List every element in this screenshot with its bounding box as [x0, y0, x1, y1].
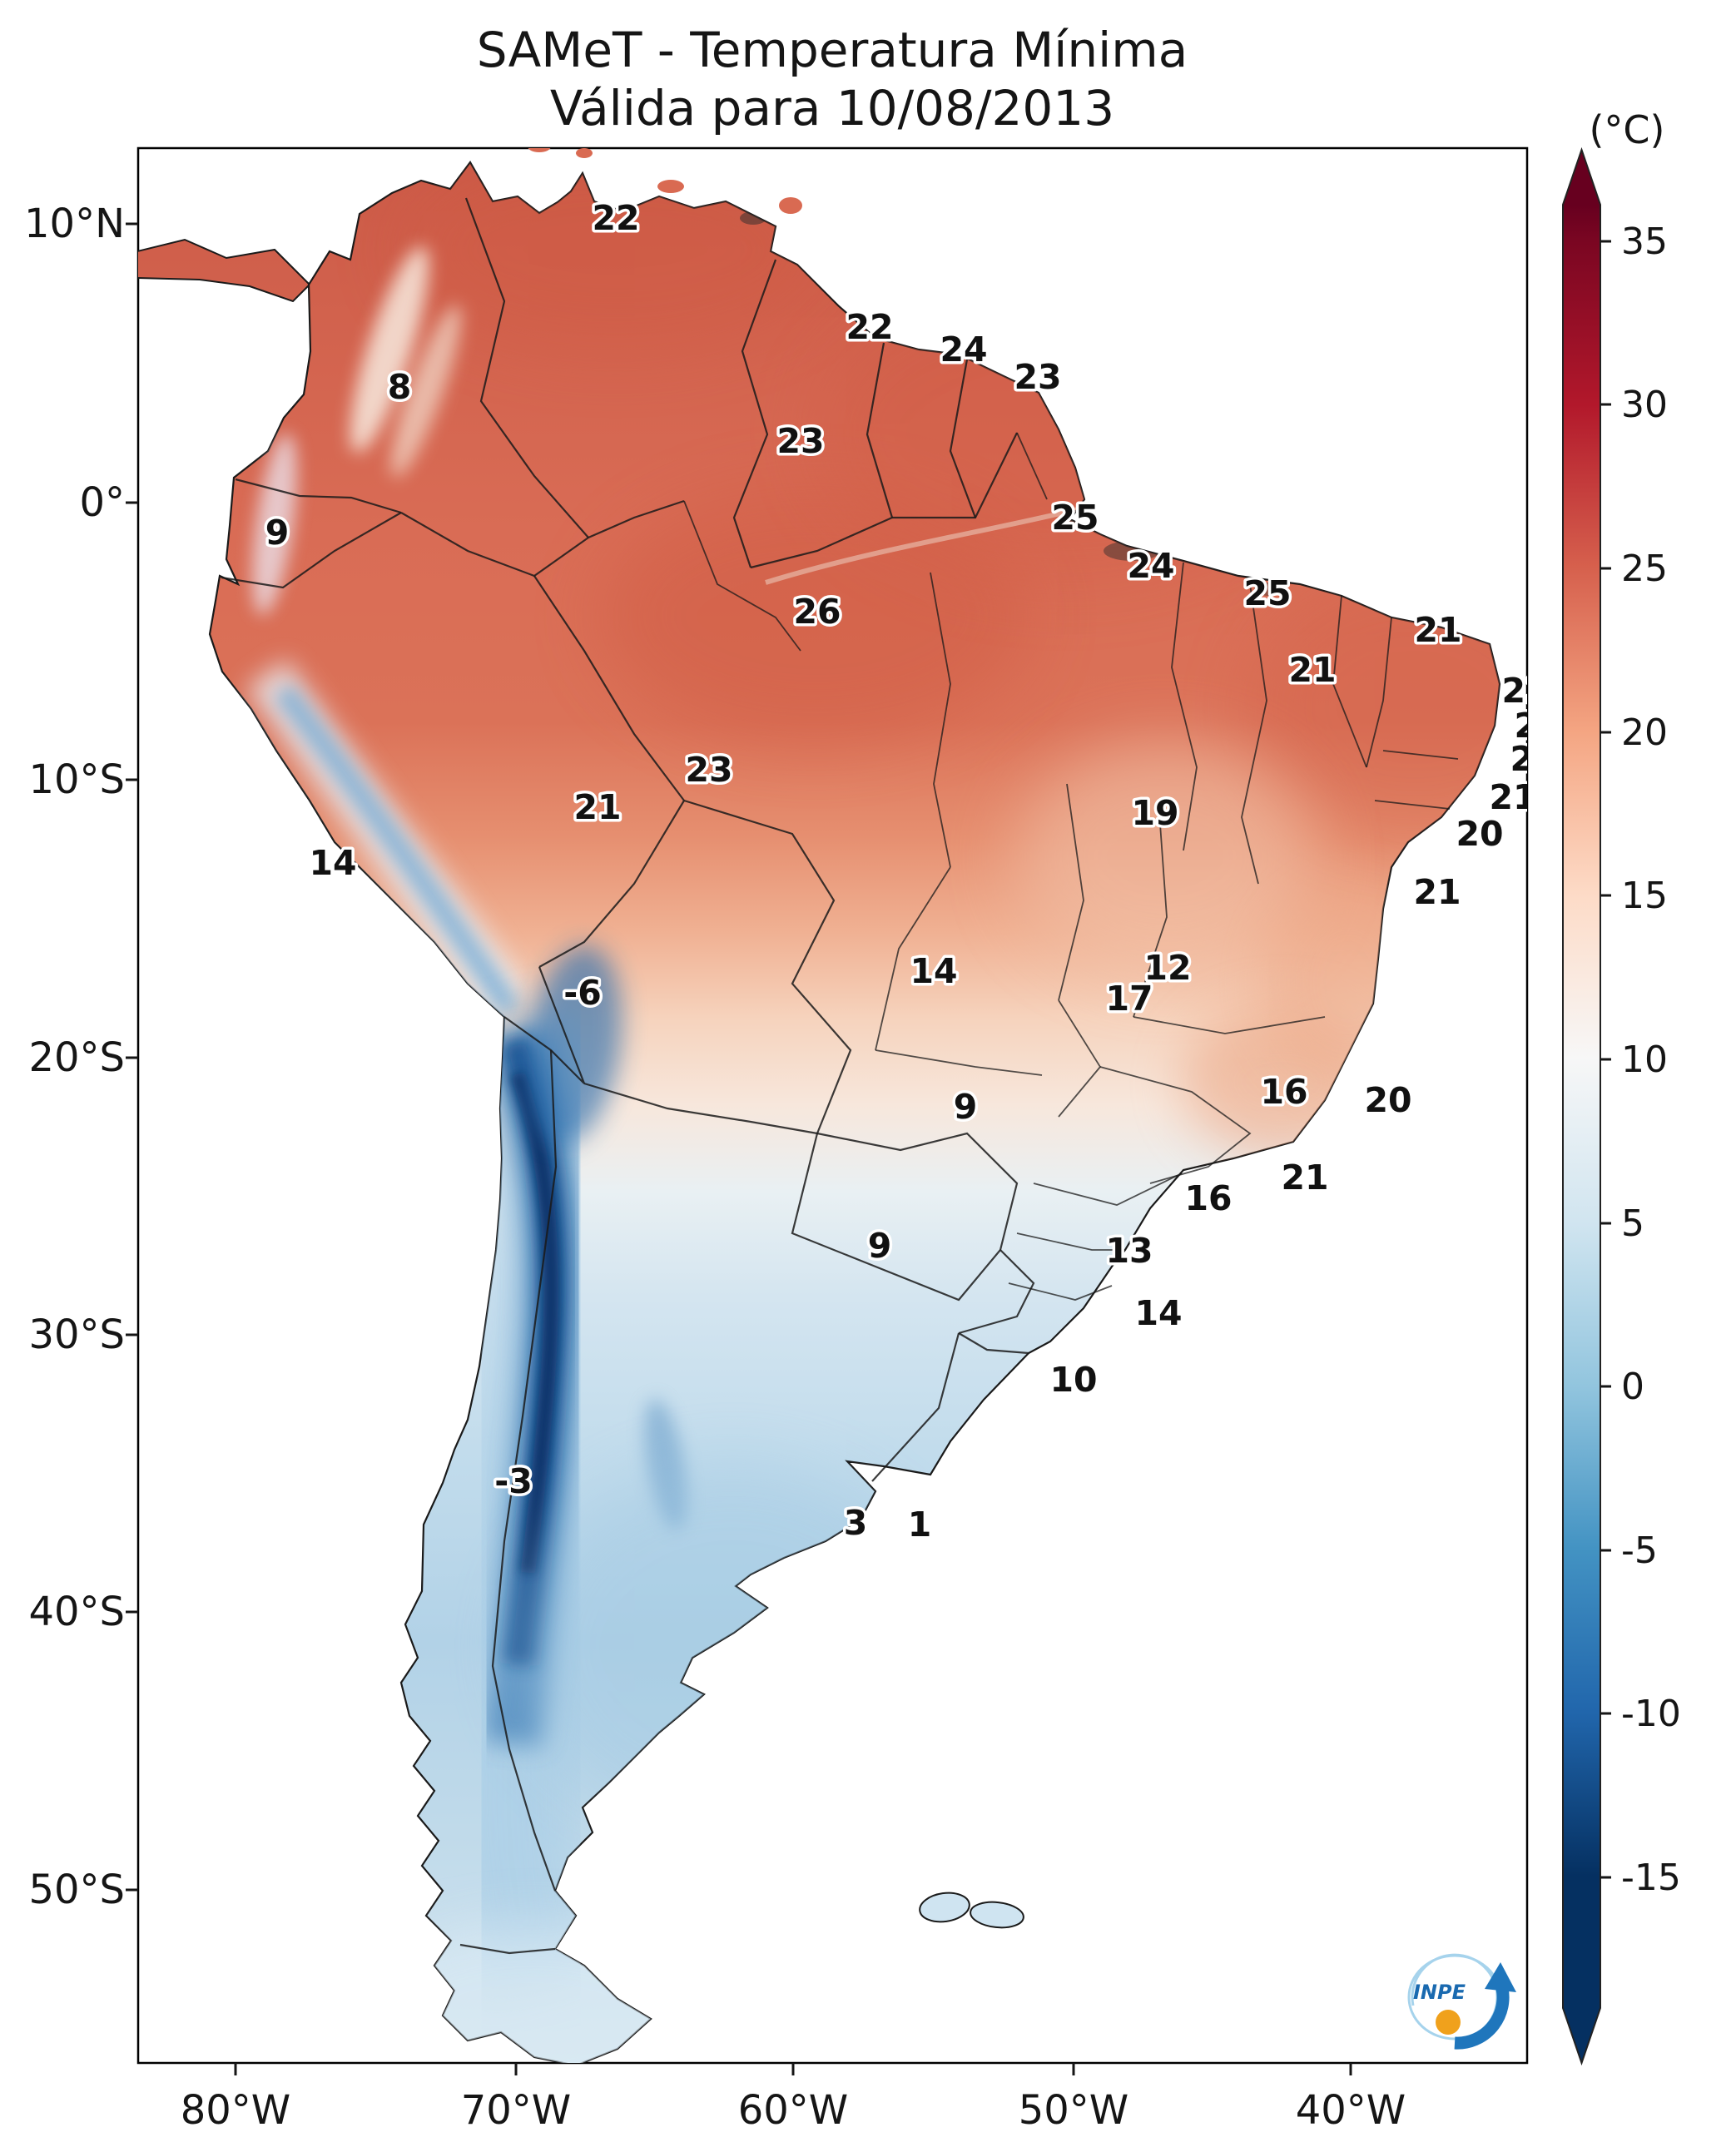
- temperature-value-label: 20: [1364, 1080, 1411, 1120]
- temperature-value-label: 20: [1456, 814, 1503, 854]
- temperature-value-label: 1: [908, 1505, 932, 1545]
- temperature-value-label: 21: [1281, 1158, 1328, 1197]
- latitude-tick-label: 0°: [79, 479, 125, 526]
- temperature-value-label: 19: [1131, 793, 1178, 833]
- colorbar-tick-label: 10: [1621, 1039, 1668, 1081]
- logo-arrow-icon: [1454, 1980, 1510, 2050]
- colorbar-extend-bottom-arrow: [1563, 2008, 1600, 2063]
- latitude-tick-label: 30°S: [28, 1312, 125, 1358]
- longitude-tick-label: 50°W: [1019, 2087, 1129, 2134]
- temperature-value-label: 22: [1510, 739, 1557, 779]
- temperature-value-label: 9: [954, 1087, 978, 1127]
- temperature-value-label: 23: [1014, 357, 1061, 397]
- inpe-logo: INPE: [1407, 1953, 1516, 2050]
- colorbar-tick-label: 20: [1621, 712, 1668, 754]
- temperature-value-label: 17: [1105, 979, 1153, 1019]
- temperature-value-label: 21: [1288, 650, 1336, 690]
- temperature-value-label: 23: [1514, 706, 1561, 746]
- temperature-value-label: 14: [910, 951, 957, 991]
- temperature-value-label: 22: [592, 198, 639, 238]
- latitude-tick-label: 20°S: [28, 1034, 125, 1081]
- temperature-value-label: 8: [388, 367, 412, 407]
- temperature-value-label: 22: [846, 307, 893, 347]
- temperature-value-label: 10: [1049, 1360, 1097, 1400]
- colorbar-tick-label: -15: [1621, 1857, 1681, 1899]
- temperature-value-label: 21: [1413, 872, 1461, 912]
- colorbar-gradient-bar: [1563, 205, 1600, 2008]
- temperature-value-label: 24: [1127, 546, 1174, 586]
- latitude-tick-label: 50°S: [28, 1867, 125, 1913]
- colorbar-tick-label: -5: [1621, 1530, 1658, 1572]
- state-borders: [683, 432, 1459, 1301]
- latitude-tick-label: 40°S: [28, 1589, 125, 1635]
- temperature-value-label: 14: [309, 843, 356, 883]
- colorbar: (°C) 35 30 25 20 15 10 5 0 -5 -10 -15: [1562, 107, 1681, 2066]
- colorbar-extend-top-arrow: [1563, 150, 1600, 205]
- colorbar-tick-label: 5: [1621, 1202, 1644, 1245]
- caribbean-islands: [528, 148, 802, 214]
- temperature-value-label: 23: [776, 421, 824, 461]
- longitude-tick-label: 60°W: [738, 2087, 849, 2134]
- logo-orange-dot: [1436, 2010, 1461, 2035]
- colorbar-tick-label: 0: [1621, 1366, 1644, 1408]
- temperature-value-label: 25: [1051, 498, 1099, 538]
- colorbar-outline: [1562, 146, 1601, 2066]
- colorbar-tick-label: 25: [1621, 548, 1668, 590]
- temperature-value-label: 24: [940, 330, 987, 369]
- temperature-value-label: 21: [573, 787, 621, 827]
- latitude-tick-label: 10°N: [24, 201, 125, 247]
- temperature-value-label: 3: [844, 1503, 868, 1543]
- magellan-strait-line: [459, 1943, 556, 1955]
- falkland-islands: [919, 1892, 1024, 1929]
- temperature-value-label: 25: [1243, 573, 1291, 613]
- temperature-value-label: 9: [265, 513, 290, 553]
- temperature-value-label: 26: [793, 592, 841, 632]
- temperature-value-label: 21: [1489, 777, 1536, 817]
- logo-arrowhead-icon: [1485, 1962, 1516, 1992]
- figure-title-line2: Válida para 10/08/2013: [550, 80, 1114, 136]
- latitude-tick-label: 10°S: [28, 756, 125, 803]
- temperature-value-label: 16: [1184, 1178, 1232, 1218]
- longitude-tick-label: 80°W: [181, 2087, 291, 2134]
- colorbar-unit-label: (°C): [1589, 107, 1664, 152]
- temperature-value-label: 21: [1414, 610, 1461, 650]
- colorbar-tick-label: -10: [1621, 1693, 1681, 1735]
- longitude-tick-label: 40°W: [1296, 2087, 1406, 2134]
- colorbar-tick-label: 30: [1621, 384, 1668, 426]
- logo-text: INPE: [1413, 1981, 1466, 2004]
- figure-title-line1: SAMeT - Temperatura Mínima: [477, 22, 1188, 78]
- temperature-value-label: -6: [563, 973, 602, 1013]
- temperature-value-label: 14: [1134, 1293, 1182, 1333]
- temperature-value-label: 12: [1143, 948, 1191, 988]
- colorbar-tick-label: 15: [1621, 875, 1668, 917]
- country-borders: [221, 197, 1035, 1955]
- temperature-value-label: -3: [494, 1461, 533, 1501]
- panama-landmass: [138, 238, 311, 303]
- temperature-value-label: 23: [685, 750, 732, 790]
- longitude-tick-label: 70°W: [461, 2087, 572, 2134]
- temperature-value-label: 9: [868, 1226, 892, 1266]
- latitude-axis: 10°N 0° 10°S 20°S 30°S 40°S 50°S: [24, 201, 138, 1913]
- colorbar-tick-labels: 35 30 25 20 15 10 5 0 -5 -10 -15: [1600, 221, 1681, 1899]
- temperature-value-label: 13: [1105, 1231, 1153, 1271]
- temperature-value-label: 16: [1260, 1072, 1307, 1112]
- colorbar-tick-label: 35: [1621, 221, 1668, 263]
- temperature-value-label: 23: [1501, 671, 1549, 711]
- longitude-axis: 80°W 70°W 60°W 50°W 40°W: [181, 2063, 1406, 2134]
